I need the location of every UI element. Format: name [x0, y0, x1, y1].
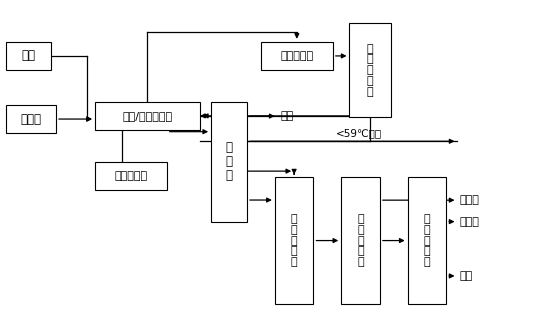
Text: 异己烷: 异己烷	[459, 195, 479, 205]
Text: 加
氢
反
应
器: 加 氢 反 应 器	[367, 43, 374, 97]
Text: 庚烷: 庚烷	[459, 271, 472, 281]
Text: 正己烷: 正己烷	[459, 217, 479, 227]
Bar	[407, 178, 446, 304]
Bar	[341, 178, 380, 304]
Text: 脱
正
己
烷
塔: 脱 正 己 烷 塔	[423, 214, 430, 267]
Bar	[95, 162, 167, 190]
Text: 氢气: 氢气	[22, 49, 36, 62]
Bar	[6, 105, 56, 133]
Bar	[261, 42, 333, 70]
Text: 脱
轻
组
分
塔: 脱 轻 组 分 塔	[291, 214, 297, 267]
Text: 进料/产物换热器: 进料/产物换热器	[122, 111, 173, 121]
Bar	[275, 178, 314, 304]
Text: 气相: 气相	[280, 111, 294, 121]
Bar	[95, 102, 200, 130]
Text: 粗己烷: 粗己烷	[21, 113, 42, 126]
Bar	[6, 42, 51, 70]
Bar	[211, 102, 247, 222]
Text: 脱
异
己
烷
塔: 脱 异 己 烷 塔	[357, 214, 364, 267]
Text: 低
分
罐: 低 分 罐	[225, 141, 233, 182]
Text: 进料加热器: 进料加热器	[280, 51, 314, 61]
Bar	[350, 23, 391, 118]
Text: <59℃馏分: <59℃馏分	[336, 128, 382, 138]
Text: 产物冷却器: 产物冷却器	[114, 171, 148, 181]
